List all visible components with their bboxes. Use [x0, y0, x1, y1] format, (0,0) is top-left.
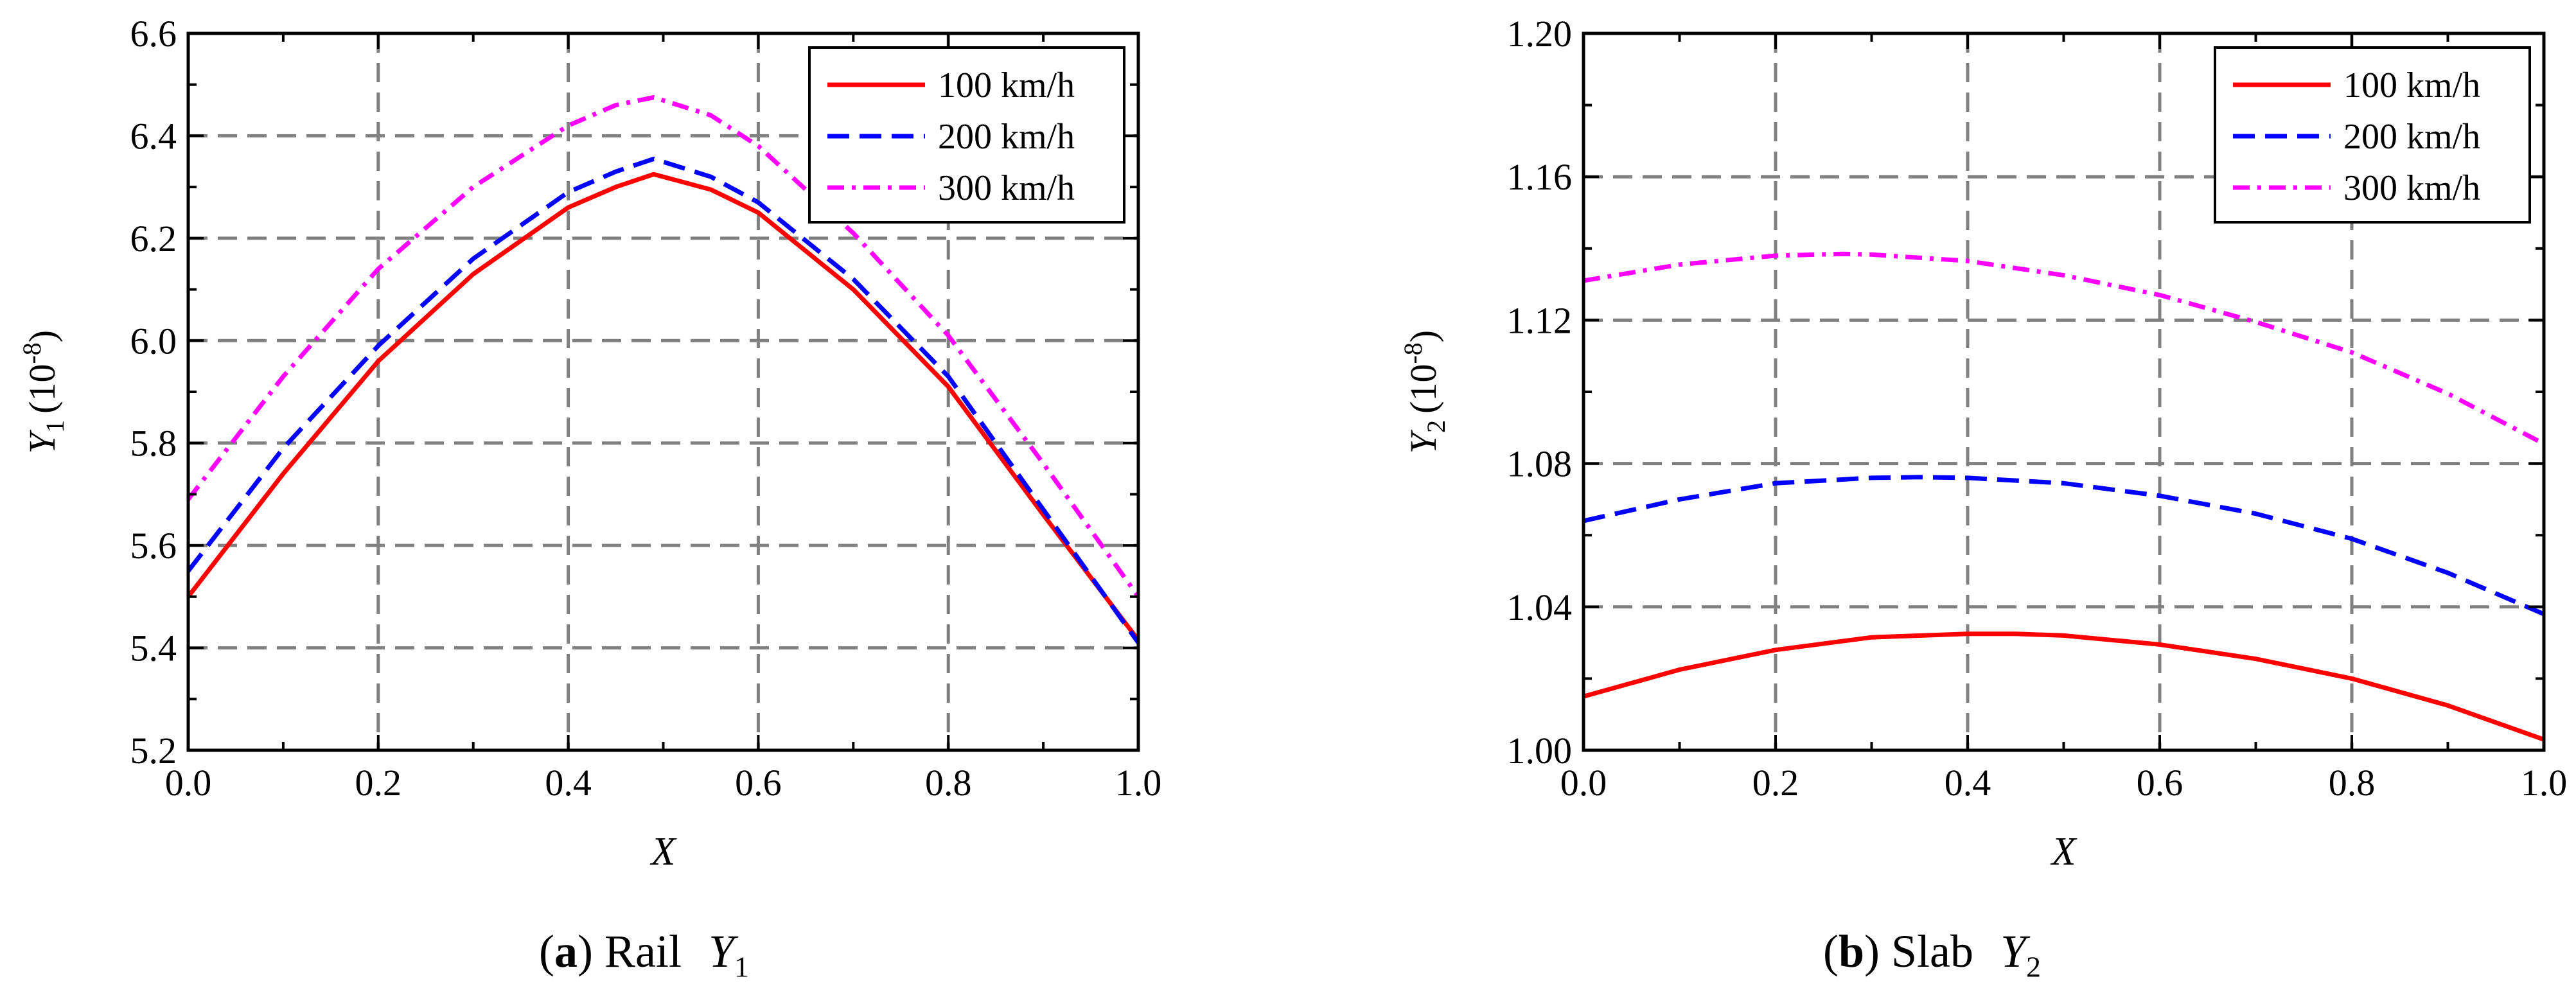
- chart-a-y-label-exp: -8: [17, 342, 46, 364]
- chart-a-x-tick-label: 0.6: [735, 762, 782, 804]
- chart-b-x-axis-label: X: [2050, 830, 2078, 874]
- chart-a-y-label-sub: 1: [40, 420, 69, 433]
- chart-a-y-label-unit: (10: [21, 364, 63, 414]
- chart-a-series-line-2: [186, 95, 1140, 598]
- chart-a-y-tick-label: 6.4: [130, 115, 177, 157]
- chart-a-legend-label-1: 200 km/h: [938, 117, 1075, 157]
- chart-b-x-tick-label: 0.4: [1945, 762, 1991, 804]
- chart-a-x-tick-label: 0.2: [355, 762, 402, 804]
- chart-b-series-line-1: [1583, 475, 2545, 617]
- chart-a-series-line-1: [186, 156, 1140, 644]
- chart-b-y-tick-label: 1.00: [1507, 730, 1573, 771]
- chart-b-y-axis-label: Y2 (10-8): [1398, 330, 1451, 453]
- caption-a-var: Y: [708, 926, 734, 977]
- chart-b-x-tick-label: 1.0: [2521, 762, 2568, 804]
- chart-b-y-label-close: ): [1402, 330, 1444, 342]
- chart-a-y-axis-label: Y1 (10-8): [17, 330, 69, 453]
- chart-b-y-label-unit: (10: [1402, 364, 1444, 414]
- chart-b-y-label-sub: 2: [1422, 420, 1451, 433]
- chart-b-x-tick-label: 0.0: [1560, 762, 1607, 804]
- chart-panel-a: 0.0 0.2 0.4 0.6 0.8 1.0 5.2 5.4 5.6 5.8 6.0 6.2 6.4 6…: [0, 13, 1288, 983]
- chart-b-series-line-0: [1583, 631, 2545, 742]
- chart-b-y-tick-label: 1.04: [1507, 586, 1573, 628]
- chart-b-legend: 100 km/h 200 km/h 300 km/h: [2214, 46, 2531, 224]
- chart-a-x-tick-label: 0.0: [165, 762, 212, 804]
- chart-a-y-label-close: ): [21, 330, 63, 342]
- caption-b-close: ): [1864, 926, 1880, 977]
- chart-b-x-tick-label: 0.2: [1752, 762, 1799, 804]
- chart-b-grid: [1584, 33, 2544, 750]
- chart-panel-b: 0.0 0.2 0.4 0.6 0.8 1.0 1.00 1.04 1.08 1.12 1.16 1.…: [1288, 0, 2576, 995]
- chart-a-x-tick-label: 0.8: [925, 762, 972, 804]
- chart-a-x-axis-label: X: [649, 830, 677, 874]
- chart-a-y-tick-label: 5.8: [130, 423, 177, 464]
- caption-a-sub: 1: [734, 950, 749, 983]
- chart-b-series-line-2: [1583, 251, 2545, 446]
- chart-a-y-tick-label: 5.4: [130, 628, 177, 669]
- chart-a-y-tick-label: 5.2: [130, 730, 177, 771]
- caption-b-letter: b: [1838, 926, 1864, 977]
- chart-b-y-tick-label: 1.20: [1507, 13, 1573, 55]
- chart-a-legend-label-2: 300 km/h: [938, 168, 1075, 208]
- chart-a-y-tick-label: 5.6: [130, 525, 177, 567]
- chart-a-legend-label-0: 100 km/h: [938, 66, 1075, 105]
- chart-a-svg: 0.0 0.2 0.4 0.6 0.8 1.0 5.2 5.4 5.6 5.8 6.0 6.2 6.4 6…: [17, 13, 1162, 874]
- chart-b-y-tick-label: 1.12: [1507, 299, 1573, 341]
- caption-b-open: (: [1822, 926, 1839, 977]
- chart-b-y-label-exp: -8: [1398, 342, 1427, 364]
- chart-b-x-tick-label: 0.8: [2329, 762, 2376, 804]
- caption-a-open: (: [538, 926, 554, 977]
- caption-a-text: Rail: [604, 926, 682, 977]
- chart-b-y-tick-label: 1.16: [1507, 156, 1573, 198]
- chart-b-legend-label-0: 100 km/h: [2343, 66, 2480, 105]
- chart-a-y-label-var: Y: [21, 429, 63, 453]
- chart-b-svg: 0.0 0.2 0.4 0.6 0.8 1.0 1.00 1.04 1.08 1.12 1.16 1.…: [1398, 13, 2568, 874]
- caption-b-text: Slab: [1891, 926, 1973, 977]
- chart-b-x-tick-label: 0.6: [2137, 762, 2183, 804]
- chart-b-y-tick-label: 1.08: [1507, 443, 1573, 485]
- caption-b-sub: 2: [2026, 950, 2042, 983]
- chart-a-y-tick-label: 6.2: [130, 218, 177, 260]
- chart-b-y-label-var: Y: [1402, 429, 1444, 453]
- caption-b: (b) Slab Y2: [1288, 925, 2576, 983]
- chart-a-x-tick-label: 0.4: [545, 762, 592, 804]
- caption-a: (a) Rail Y1: [0, 925, 1288, 983]
- caption-a-letter: a: [554, 926, 578, 977]
- chart-a-legend: 100 km/h 200 km/h 300 km/h: [808, 46, 1125, 224]
- chart-a-x-tick-label: 1.0: [1115, 762, 1162, 804]
- chart-a-y-tick-label: 6.0: [130, 320, 177, 362]
- chart-b-legend-label-1: 200 km/h: [2343, 117, 2480, 157]
- caption-a-close: ): [577, 926, 593, 977]
- chart-b-legend-label-2: 300 km/h: [2343, 168, 2480, 208]
- chart-a-series-line-0: [186, 172, 1140, 642]
- caption-b-var: Y: [2000, 926, 2027, 977]
- chart-a-y-tick-label: 6.6: [130, 13, 177, 55]
